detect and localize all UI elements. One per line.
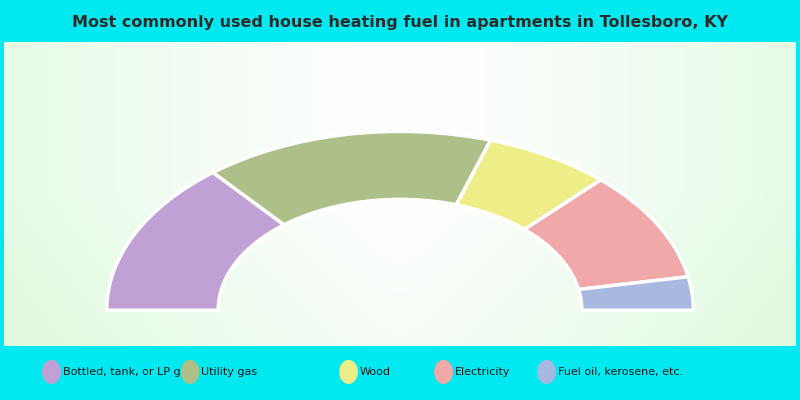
Wedge shape [213, 132, 490, 225]
Ellipse shape [182, 360, 199, 383]
Wedge shape [525, 180, 688, 290]
Text: Bottled, tank, or LP gas: Bottled, tank, or LP gas [62, 367, 193, 377]
Ellipse shape [43, 360, 60, 383]
Text: Fuel oil, kerosene, etc.: Fuel oil, kerosene, etc. [558, 367, 682, 377]
Ellipse shape [435, 360, 452, 383]
Wedge shape [456, 140, 601, 230]
Text: Most commonly used house heating fuel in apartments in Tollesboro, KY: Most commonly used house heating fuel in… [72, 14, 728, 30]
Wedge shape [578, 277, 694, 310]
Text: Wood: Wood [360, 367, 390, 377]
Ellipse shape [538, 360, 555, 383]
Text: Electricity: Electricity [454, 367, 510, 377]
Wedge shape [106, 172, 284, 310]
Ellipse shape [340, 360, 358, 383]
Text: Utility gas: Utility gas [202, 367, 258, 377]
